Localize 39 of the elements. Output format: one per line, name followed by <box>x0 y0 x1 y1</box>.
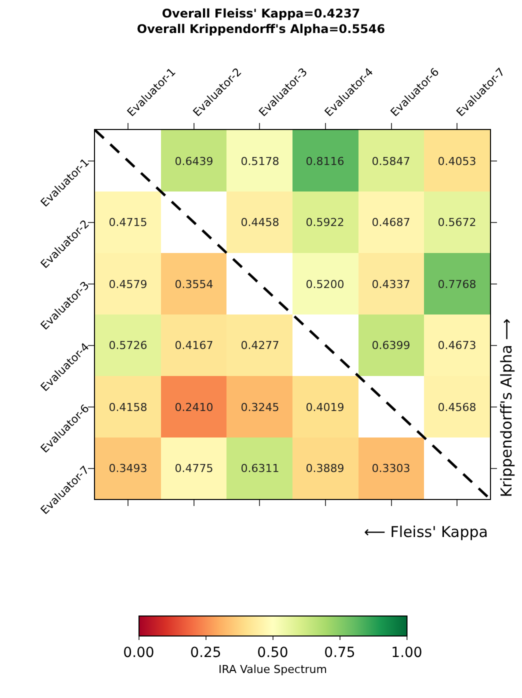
data-label: 0.4158 <box>108 400 148 414</box>
data-label: 0.5922 <box>306 216 344 229</box>
data-label: 0.8116 <box>306 154 344 168</box>
data-label: 0.4337 <box>372 278 410 291</box>
data-label: 0.4673 <box>438 338 476 352</box>
data-label: 0.4277 <box>240 338 280 352</box>
data-label: 0.3303 <box>372 462 410 475</box>
y2-axis-title: Krippendorff's Alpha ⟶ <box>497 318 516 498</box>
data-label: 0.6439 <box>174 154 214 168</box>
data-label: 0.3889 <box>306 462 344 475</box>
data-label: 0.3493 <box>108 462 148 475</box>
color-bar-label: 0.50 <box>257 644 288 661</box>
color-bar-label: 0.25 <box>190 644 222 661</box>
data-label: 0.6311 <box>240 462 280 475</box>
data-label: 0.6399 <box>372 338 410 352</box>
chart-title: Overall Fleiss' Kappa=0.4237 Overall Krippendorff's Alpha=0.5546 <box>136 6 386 36</box>
data-label: 0.5178 <box>240 154 280 168</box>
data-label: 0.7768 <box>438 278 476 291</box>
data-label: 0.4568 <box>438 400 476 414</box>
data-label: 0.5200 <box>306 278 344 291</box>
data-label: 0.4579 <box>108 278 148 291</box>
data-label: 0.3554 <box>174 278 214 291</box>
data-label: 0.5672 <box>438 216 476 229</box>
data-label: 0.4458 <box>240 216 280 229</box>
data-label: 0.4019 <box>306 400 344 414</box>
color-bar-label: 0.00 <box>123 644 154 661</box>
color-bar-label: 0.75 <box>324 644 356 661</box>
data-label: 0.2410 <box>174 400 214 414</box>
data-label: 0.4687 <box>372 216 410 229</box>
data-label: 0.3245 <box>240 400 280 414</box>
data-label: 0.5726 <box>108 338 148 352</box>
data-label: 0.5847 <box>372 154 410 168</box>
data-label: 0.4715 <box>108 216 148 229</box>
color-bar-label: 1.00 <box>391 644 422 661</box>
x-axis-title: ⟵ Fleiss' Kappa <box>364 523 488 541</box>
color-bar-title: IRA Value Spectrum <box>218 662 327 676</box>
data-label: 0.4053 <box>438 154 476 168</box>
data-label: 0.4167 <box>174 338 214 352</box>
data-label: 0.4775 <box>174 462 214 475</box>
